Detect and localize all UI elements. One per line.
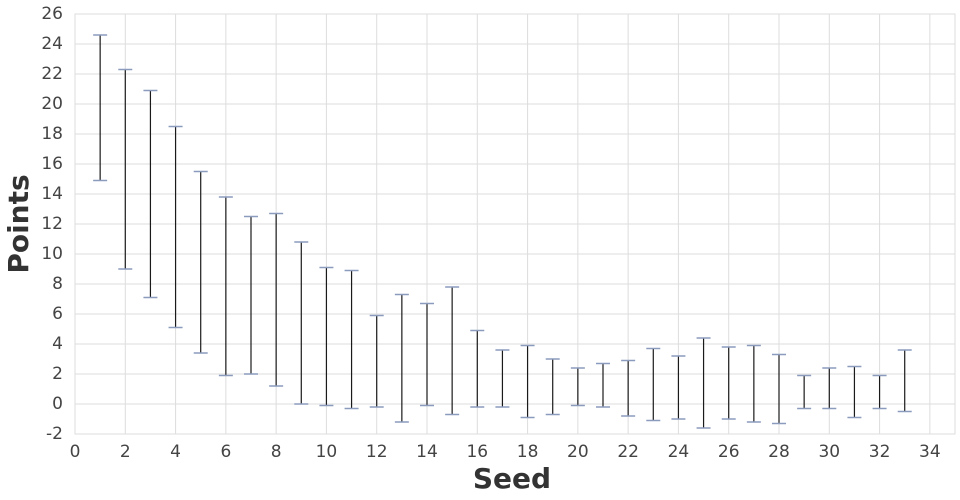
x-tick-label: 20 — [567, 442, 589, 462]
x-tick-label: 28 — [768, 442, 790, 462]
x-tick-label: 32 — [869, 442, 891, 462]
y-tick-label: 0 — [52, 394, 63, 414]
x-axis-title: Seed — [473, 462, 551, 495]
y-tick-label: 22 — [41, 64, 63, 84]
y-tick-label: 12 — [41, 214, 63, 234]
y-tick-label: 10 — [41, 244, 63, 264]
y-tick-label: 6 — [52, 304, 63, 324]
y-tick-label: 14 — [41, 184, 63, 204]
y-tick-label: 2 — [52, 364, 63, 384]
y-tick-label: 26 — [41, 4, 63, 24]
x-tick-label: 4 — [170, 442, 181, 462]
y-tick-label: 4 — [52, 334, 63, 354]
x-tick-label: 34 — [919, 442, 941, 462]
x-tick-label: 10 — [316, 442, 338, 462]
plot-frame — [74, 13, 956, 435]
x-tick-label: 18 — [517, 442, 539, 462]
x-tick-label: 24 — [668, 442, 690, 462]
x-tick-label: 6 — [220, 442, 231, 462]
y-tick-label: 16 — [41, 154, 63, 174]
y-tick-label: 18 — [41, 124, 63, 144]
y-tick-label: 20 — [41, 94, 63, 114]
x-tick-label: 8 — [271, 442, 282, 462]
y-axis-title: Points — [2, 174, 35, 273]
y-tick-label: -2 — [46, 424, 63, 444]
x-tick-label: 0 — [70, 442, 81, 462]
x-tick-label: 14 — [416, 442, 438, 462]
y-tick-label: 8 — [52, 274, 63, 294]
x-tick-label: 22 — [617, 442, 639, 462]
x-tick-label: 26 — [718, 442, 740, 462]
y-tick-label: 24 — [41, 34, 63, 54]
x-tick-label: 2 — [120, 442, 131, 462]
x-tick-label: 30 — [818, 442, 840, 462]
x-tick-label: 12 — [366, 442, 388, 462]
x-tick-label: 16 — [466, 442, 488, 462]
